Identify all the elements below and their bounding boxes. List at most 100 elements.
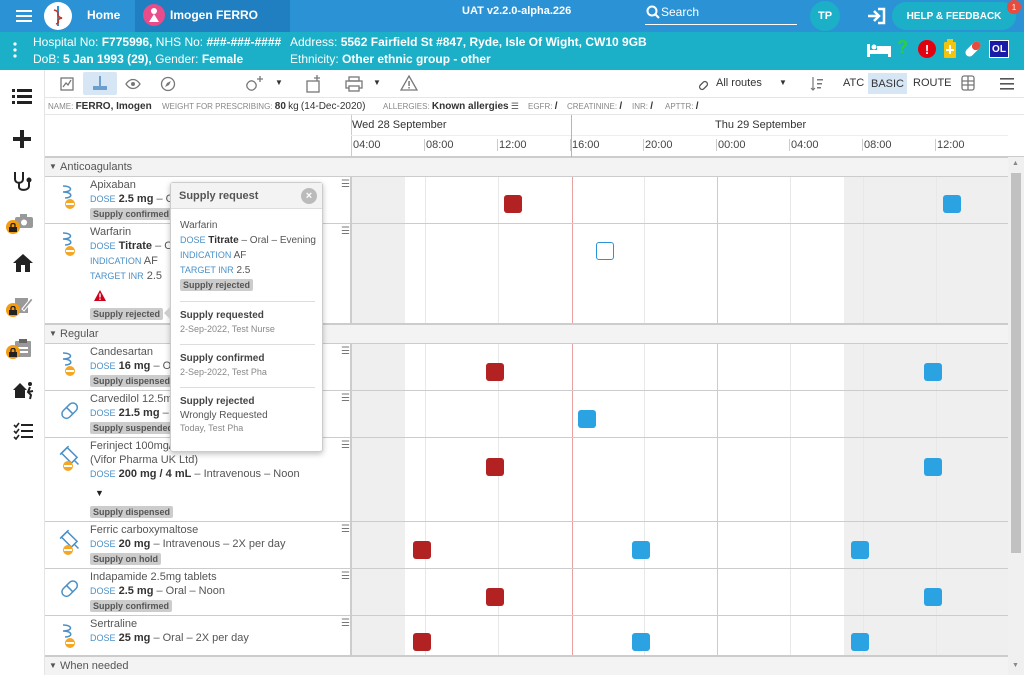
bed-icon[interactable]	[866, 40, 892, 61]
home-link[interactable]: Home	[87, 8, 121, 22]
house-icon[interactable]	[12, 253, 34, 276]
row-menu-icon[interactable]: ☰	[341, 393, 350, 404]
allergies-label: ALLERGIES:	[383, 102, 430, 111]
sort-icon[interactable]	[810, 76, 824, 95]
row-menu-icon[interactable]: ☰	[341, 440, 350, 451]
route-filter-select[interactable]: All routes	[716, 77, 762, 89]
allergies-menu-icon[interactable]: ☰	[510, 101, 519, 111]
basic-button[interactable]: BASIC	[868, 73, 907, 94]
vertical-scrollbar[interactable]: ▲ ▼	[1008, 157, 1024, 675]
print-icon[interactable]	[345, 76, 363, 95]
route-button[interactable]: ROUTE	[913, 77, 952, 89]
warning-icon[interactable]	[399, 74, 419, 94]
collapse-icon[interactable]: ▼	[49, 329, 57, 338]
dose-given-marker[interactable]	[413, 541, 431, 559]
ethnicity-label: Ethnicity:	[290, 52, 339, 66]
administer-view-button[interactable]	[83, 72, 117, 95]
dose-given-marker[interactable]	[486, 588, 504, 606]
add-icon[interactable]	[13, 130, 31, 151]
dose-scheduled-marker[interactable]	[924, 458, 942, 476]
row-menu-icon[interactable]: ☰	[341, 571, 350, 582]
supply-status-badge[interactable]: Supply confirmed	[90, 600, 173, 612]
help-feedback-button[interactable]: HELP & FEEDBACK	[892, 2, 1016, 30]
menu-icon[interactable]	[14, 8, 36, 24]
dose-scheduled-marker[interactable]	[578, 410, 596, 428]
dose-scheduled-marker[interactable]	[851, 633, 869, 651]
ol-badge[interactable]: OL	[989, 40, 1009, 58]
medication-row[interactable]: Ferinject 100mg/2 (Vifor Pharma UK Ltd) …	[45, 438, 1008, 522]
supply-status-badge[interactable]: Supply dispensed	[90, 506, 174, 518]
route-dropdown-icon[interactable]: ▼	[779, 78, 787, 87]
hour-label: 04:00	[351, 139, 381, 151]
dose-scheduled-marker[interactable]	[851, 541, 869, 559]
app-logo[interactable]	[44, 2, 72, 30]
atc-button[interactable]: ATC	[843, 77, 865, 89]
patient-tab[interactable]: Imogen FERRO	[135, 0, 290, 32]
chart-view-icon[interactable]	[60, 77, 74, 94]
dose-given-marker[interactable]	[413, 633, 431, 651]
battery-icon[interactable]	[943, 39, 957, 62]
hamburger-icon[interactable]	[1000, 78, 1014, 93]
patient-ethnicity: Ethnicity: Other ethnic group - other	[290, 52, 491, 66]
search-input[interactable]: Search	[645, 3, 797, 25]
discharge-icon[interactable]	[12, 380, 36, 403]
dose-value: 21.5 mg	[118, 407, 160, 419]
dose-scheduled-marker[interactable]	[632, 633, 650, 651]
dose-scheduled-marker[interactable]	[924, 588, 942, 606]
dose-scheduled-marker[interactable]	[924, 363, 942, 381]
dose-scheduled-marker[interactable]	[632, 541, 650, 559]
medication-row[interactable]: Indapamide 2.5mg tablets DOSE 2.5 mg – O…	[45, 569, 1008, 616]
compass-icon[interactable]	[160, 76, 176, 95]
supply-status-badge[interactable]: Supply dispensed	[90, 375, 174, 387]
pill-icon[interactable]	[962, 38, 984, 63]
left-nav	[0, 70, 45, 675]
row-menu-icon[interactable]: ☰	[341, 524, 350, 535]
add-medication-dropdown-icon[interactable]: ▼	[275, 78, 283, 87]
name-value: FERRO, Imogen	[75, 101, 152, 112]
dob-value: 5 Jan 1993 (29),	[63, 52, 152, 66]
dose-pending-marker[interactable]	[596, 242, 614, 260]
dose-given-marker[interactable]	[486, 458, 504, 476]
expand-icon[interactable]: ▼	[95, 488, 104, 498]
close-icon[interactable]: ×	[301, 188, 317, 204]
hour-label: 16:00	[570, 139, 600, 151]
stethoscope-icon[interactable]	[12, 170, 34, 195]
warning-icon[interactable]	[94, 290, 106, 304]
collapse-icon[interactable]: ▼	[49, 162, 57, 171]
checklist-icon[interactable]	[13, 422, 33, 443]
medication-row[interactable]: Sertraline DOSE 25 mg – Oral – 2X per da…	[45, 616, 1008, 656]
medication-row[interactable]: Ferric carboxymaltose DOSE 20 mg – Intra…	[45, 522, 1008, 569]
dose-given-marker[interactable]	[486, 363, 504, 381]
print-dropdown-icon[interactable]: ▼	[373, 78, 381, 87]
row-menu-icon[interactable]: ☰	[341, 618, 350, 629]
supply-status-badge[interactable]: Supply rejected	[90, 308, 164, 320]
weight-unit: kg	[288, 101, 299, 112]
section-header[interactable]: ▼ Anticoagulants	[45, 157, 1008, 177]
supply-status-badge: Supply rejected	[180, 279, 254, 291]
supply-status-badge[interactable]: Supply suspended	[90, 422, 177, 434]
alert-icon[interactable]: !	[918, 40, 936, 58]
add-medication-icon[interactable]	[245, 75, 265, 96]
user-avatar[interactable]: TP	[810, 1, 840, 31]
supply-status-badge[interactable]: Supply confirmed	[90, 208, 173, 220]
scrollbar-thumb[interactable]	[1011, 173, 1021, 553]
row-menu-icon[interactable]: ☰	[341, 179, 350, 190]
logout-icon[interactable]	[866, 7, 886, 28]
dose-given-marker[interactable]	[504, 195, 522, 213]
kebab-menu-icon[interactable]	[13, 42, 17, 60]
question-icon[interactable]: ?	[897, 37, 908, 57]
scroll-up-icon[interactable]: ▲	[1012, 160, 1019, 167]
search-placeholder: Search	[661, 5, 700, 19]
section-header[interactable]: ▼ When needed	[45, 656, 1008, 675]
row-menu-icon[interactable]: ☰	[341, 346, 350, 357]
eye-icon[interactable]	[125, 78, 141, 93]
dose-scheduled-marker[interactable]	[943, 195, 961, 213]
collapse-icon[interactable]: ▼	[49, 661, 57, 670]
columns-icon[interactable]	[960, 75, 976, 94]
add-supply-icon[interactable]	[305, 75, 323, 96]
supply-status-badge[interactable]: Supply on hold	[90, 553, 161, 565]
list-icon[interactable]	[12, 88, 32, 107]
scroll-down-icon[interactable]: ▼	[1012, 662, 1019, 669]
row-menu-icon[interactable]: ☰	[341, 226, 350, 237]
allergies-value[interactable]: Known allergies	[431, 101, 509, 112]
